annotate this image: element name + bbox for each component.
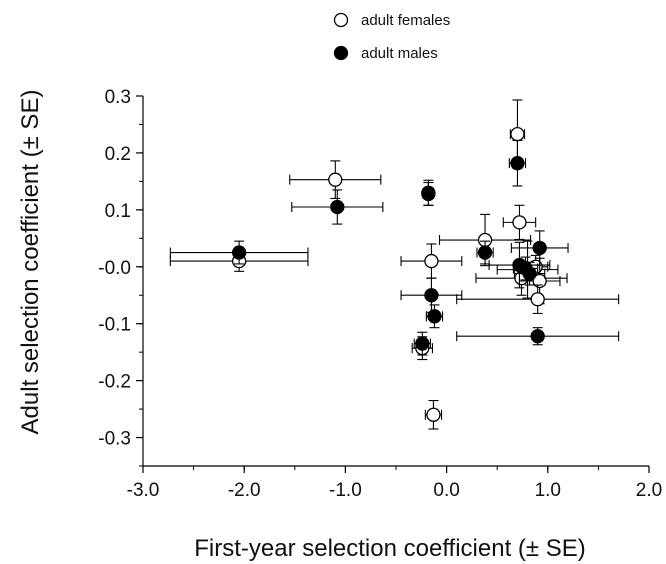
- x-tick-label: -3.0: [127, 480, 160, 501]
- data-point: [508, 139, 527, 187]
- male-point-marker: [424, 288, 439, 303]
- legend-marker-females: [333, 12, 349, 28]
- legend: adult females adult males: [333, 12, 450, 62]
- female-point-marker: [510, 126, 525, 142]
- y-tick-label: 0.3: [105, 87, 131, 108]
- female-point-marker: [426, 407, 441, 422]
- females-series: [169, 99, 620, 430]
- x-tick-label: 1.0: [535, 480, 561, 501]
- x-tick-label: -2.0: [228, 480, 261, 501]
- x-tick-label: -1.0: [329, 480, 362, 501]
- data-point: [291, 189, 384, 225]
- y-tick-label: -0.1: [98, 315, 131, 336]
- male-point-marker: [421, 185, 436, 200]
- y-tick-label: -0.2: [98, 372, 131, 393]
- y-tick-label: -0.3: [98, 429, 131, 450]
- x-tick-label: 0.0: [433, 480, 459, 501]
- female-point-marker: [530, 292, 545, 307]
- male-point-marker: [415, 336, 430, 351]
- male-point-marker: [330, 199, 345, 215]
- male-point-marker: [477, 245, 493, 260]
- male-point-marker: [231, 245, 247, 260]
- male-point-marker: [532, 240, 547, 256]
- data-point: [456, 284, 620, 314]
- y-tick-label: 0.2: [105, 144, 131, 165]
- legend-marker-males: [333, 45, 349, 61]
- male-point-marker: [510, 156, 525, 171]
- data-point: [421, 179, 436, 206]
- data-point: [400, 277, 463, 313]
- female-point-marker: [512, 215, 527, 230]
- data-point: [456, 327, 620, 346]
- data-point: [424, 399, 443, 430]
- y-tick-label: -0.0: [98, 258, 131, 279]
- data-point: [289, 160, 382, 200]
- data-point: [513, 261, 546, 286]
- legend-label-males: adult males: [361, 45, 438, 62]
- data-point: [169, 240, 309, 265]
- x-axis-title: First-year selection coefficient (± SE): [194, 535, 586, 562]
- data-point: [425, 304, 444, 329]
- data-point: [413, 331, 431, 356]
- male-point-marker: [427, 309, 442, 324]
- data-point: [400, 243, 463, 279]
- data-point: [502, 204, 537, 240]
- female-point-marker: [532, 273, 547, 289]
- y-axis-title: Adult selection coefficient (± SE): [17, 90, 44, 435]
- x-tick-label: 2.0: [636, 480, 662, 501]
- data-point: [476, 240, 494, 265]
- legend-label-females: adult females: [361, 12, 450, 29]
- axes: -0.3 -0.2 -0.1 -0.0 0.1 0.2 0.3 -3.0 -2.0 -1.0 0.0…: [98, 87, 662, 501]
- male-point-marker: [522, 266, 537, 281]
- y-tick-label: 0.1: [105, 201, 131, 222]
- male-point-marker: [530, 329, 545, 344]
- female-point-marker: [424, 253, 439, 269]
- data-marks: [169, 99, 620, 430]
- female-point-marker: [328, 172, 343, 187]
- males-series: [169, 139, 620, 356]
